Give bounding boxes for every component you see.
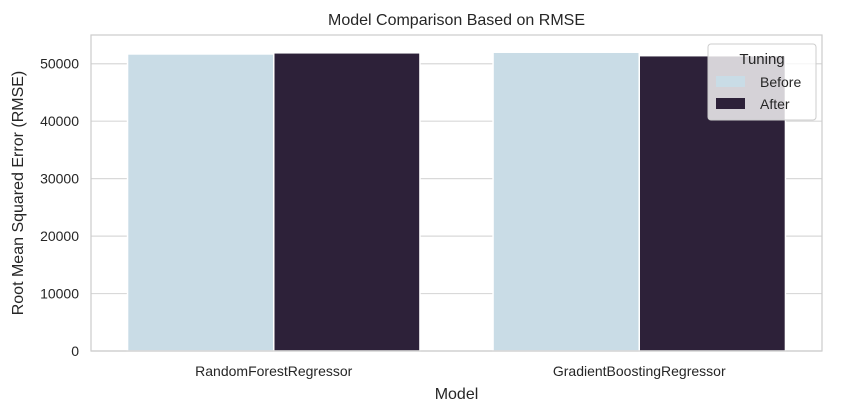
x-tick-label: RandomForestRegressor [195,363,353,379]
y-axis-label: Root Mean Squared Error (RMSE) [10,71,27,316]
bar-after-randomforestregressor [273,52,421,352]
legend-label-before: Before [760,74,801,90]
legend-title: Tuning [739,51,784,68]
bar-before-gradientboostingregressor [492,51,640,352]
y-tick-label: 20000 [40,228,79,244]
y-tick-label: 10000 [40,286,79,302]
legend: Tuning Before After [707,43,817,121]
plot-frame [90,34,823,352]
bar-before-randomforestregressor [126,53,275,352]
chart-title: Model Comparison Based on RMSE [328,12,585,29]
y-tick-label: 50000 [40,56,79,72]
legend-swatch-after [716,98,745,109]
x-tick-labels: RandomForestRegressor GradientBoostingReg… [195,363,726,379]
bars-layer [126,51,787,352]
y-tick-labels: 0 10000 20000 30000 40000 50000 [40,56,79,359]
x-axis-label: Model [435,386,479,403]
y-tick-label: 0 [71,343,79,359]
legend-label-after: After [760,96,790,112]
legend-entries: Before After [716,74,801,112]
x-tick-label: GradientBoostingRegressor [553,363,726,379]
y-tick-label: 30000 [40,171,79,187]
y-tick-label: 40000 [40,113,79,129]
legend-swatch-before [716,76,745,87]
